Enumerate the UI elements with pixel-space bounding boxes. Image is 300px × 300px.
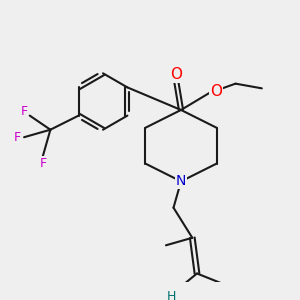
Text: H: H (167, 290, 176, 300)
Text: O: O (170, 67, 182, 82)
Text: F: F (20, 105, 28, 118)
Text: O: O (210, 84, 222, 99)
Text: F: F (39, 157, 46, 170)
Text: F: F (14, 131, 21, 144)
Text: N: N (176, 174, 186, 188)
